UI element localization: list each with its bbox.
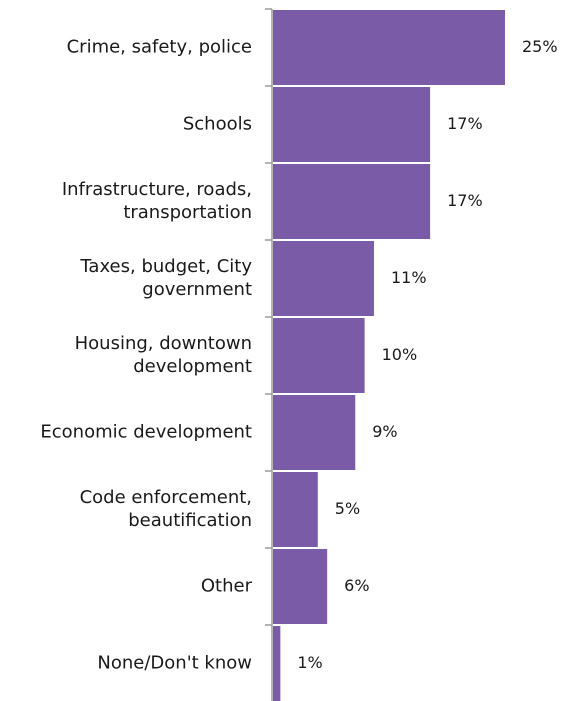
category-label-5: Economic development [40, 422, 252, 443]
value-label-1: 17% [447, 114, 483, 133]
bar-0 [271, 8, 507, 87]
value-label-0: 25% [522, 37, 558, 56]
bar-1 [271, 85, 433, 164]
category-label-6: Code enforcement, beautification [80, 487, 252, 531]
category-label-8: None/Don't know [97, 653, 252, 674]
category-label-2: Infrastructure, roads, transportation [62, 179, 252, 223]
value-labels-group: 25% 17% 17% 11% 10% 9% 5% 6% 1% [297, 37, 557, 672]
value-label-3: 11% [391, 268, 427, 287]
bar-5 [271, 393, 358, 472]
category-label-7: Other [201, 576, 253, 597]
category-label-3: Taxes, budget, City government [79, 256, 252, 300]
category-label-0: Crime, safety, police [67, 37, 252, 58]
bar-8 [271, 624, 283, 701]
bar-2 [271, 162, 433, 241]
category-label-1: Schools [183, 114, 252, 135]
value-label-7: 6% [344, 576, 369, 595]
category-axis [265, 8, 273, 701]
bar-3 [271, 239, 376, 318]
bars-group [271, 8, 507, 701]
value-label-4: 10% [382, 345, 418, 364]
value-label-2: 17% [447, 191, 483, 210]
bar-6 [271, 470, 320, 549]
value-label-5: 9% [372, 422, 397, 441]
value-label-8: 1% [297, 653, 322, 672]
bar-4 [271, 316, 367, 395]
value-label-6: 5% [335, 499, 360, 518]
category-labels-group: Crime, safety, police Schools Infrastructu… [40, 37, 252, 674]
bar-7 [271, 547, 330, 626]
category-label-4: Housing, downtown development [75, 333, 252, 377]
